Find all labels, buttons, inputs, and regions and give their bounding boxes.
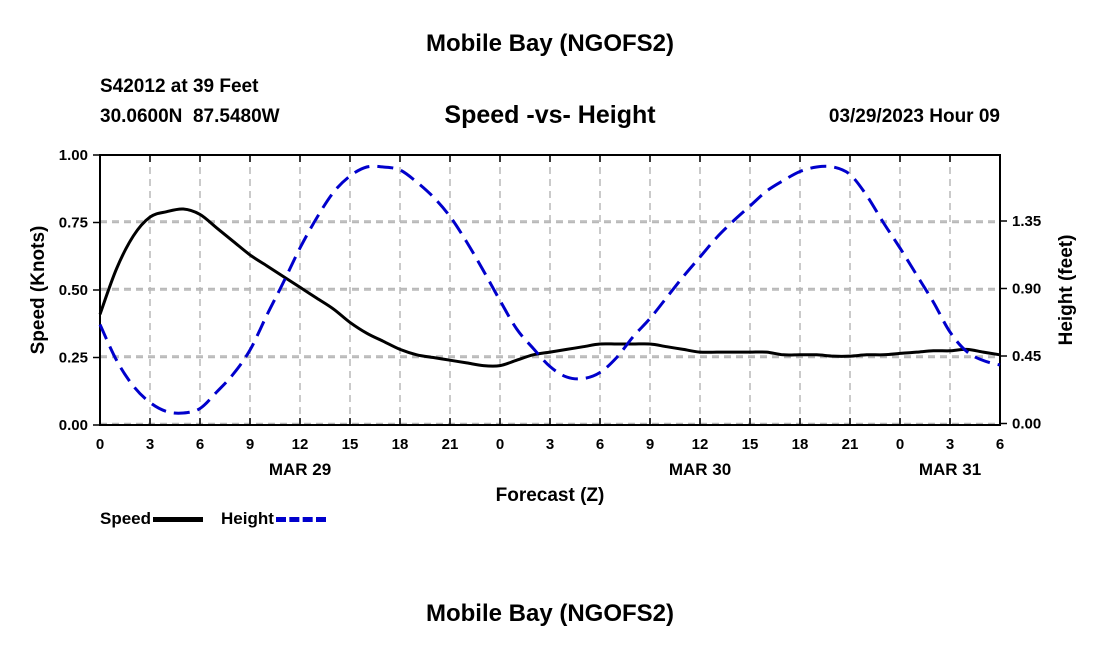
- legend-speed-swatch: [153, 516, 204, 522]
- x-tick-label: 12: [292, 436, 309, 453]
- coordinates-label: 30.0600N 87.5480W: [100, 106, 280, 127]
- y-tick-label: 1.00: [59, 147, 88, 164]
- x-tick-label: 0: [96, 436, 104, 453]
- x-tick-label: 21: [442, 436, 459, 453]
- x-axis-title: Forecast (Z): [496, 485, 605, 506]
- y2-tick-label: 0.00: [1012, 416, 1041, 433]
- x-tick-label: 9: [646, 436, 654, 453]
- page-title-top: Mobile Bay (NGOFS2): [425, 30, 675, 57]
- x-tick-label: 9: [246, 436, 254, 453]
- y-axis-title: Speed (Knots): [28, 226, 49, 355]
- x-tick-label: 15: [742, 436, 759, 453]
- legend-item-height: Height: [221, 509, 326, 529]
- date-label: MAR 30: [669, 460, 731, 479]
- y-tick-label: 0.50: [59, 282, 88, 299]
- series-layer: [98, 164, 1001, 415]
- x-tick-label: 18: [392, 436, 409, 453]
- timestamp-label: 03/29/2023 Hour 09: [828, 106, 1000, 127]
- date-label: MAR 31: [919, 460, 981, 479]
- series-line-height: [98, 164, 1001, 415]
- speed-height-chart: 0 3 6 9 12 15 18 21 0 3 6 9 12 15 18 21 0 3 6 0.00 0.25 0.50 0…: [28, 147, 1077, 506]
- legend-item-speed: Speed: [100, 509, 204, 529]
- x-tick-label: 6: [596, 436, 604, 453]
- x-tick-label: 18: [792, 436, 809, 453]
- x-tick-label: 3: [546, 436, 554, 453]
- date-label: MAR 29: [269, 460, 331, 479]
- x-tick-label: 0: [896, 436, 904, 453]
- x-tick-label: 3: [946, 436, 954, 453]
- y-tick-label: 0.00: [59, 417, 88, 434]
- y2-tick-label: 1.35: [1012, 213, 1041, 230]
- y2-axis-title: Height (feet): [1056, 235, 1077, 346]
- x-tick-label: 0: [496, 436, 504, 453]
- series-line-speed: [98, 207, 1001, 368]
- x-tick-label: 15: [342, 436, 359, 453]
- x-tick-label: 12: [692, 436, 709, 453]
- axis-ticks: [93, 154, 1007, 426]
- page-title-bottom: Mobile Bay (NGOFS2): [425, 600, 675, 627]
- plot-title: Speed -vs- Height: [444, 101, 656, 129]
- y-tick-label: 0.25: [59, 350, 88, 367]
- x-tick-label: 6: [996, 436, 1004, 453]
- y-tick-label: 0.75: [59, 215, 88, 232]
- station-label: S42012 at 39 Feet: [100, 76, 259, 97]
- x-tick-label: 6: [196, 436, 204, 453]
- grid-lines: [100, 154, 1000, 425]
- x-tick-label: 3: [146, 436, 154, 453]
- legend: Speed Height: [100, 509, 326, 529]
- x-tick-label: 21: [842, 436, 859, 453]
- y2-tick-label: 0.45: [1012, 348, 1041, 365]
- legend-speed-label: Speed: [100, 509, 152, 528]
- axis-labels: 0 3 6 9 12 15 18 21 0 3 6 9 12 15 18 21 0 3 6 0.00 0.25 0.50 0…: [28, 147, 1077, 506]
- legend-height-label: Height: [221, 509, 274, 528]
- legend-height-swatch: [275, 516, 326, 522]
- y2-tick-label: 0.90: [1012, 281, 1041, 298]
